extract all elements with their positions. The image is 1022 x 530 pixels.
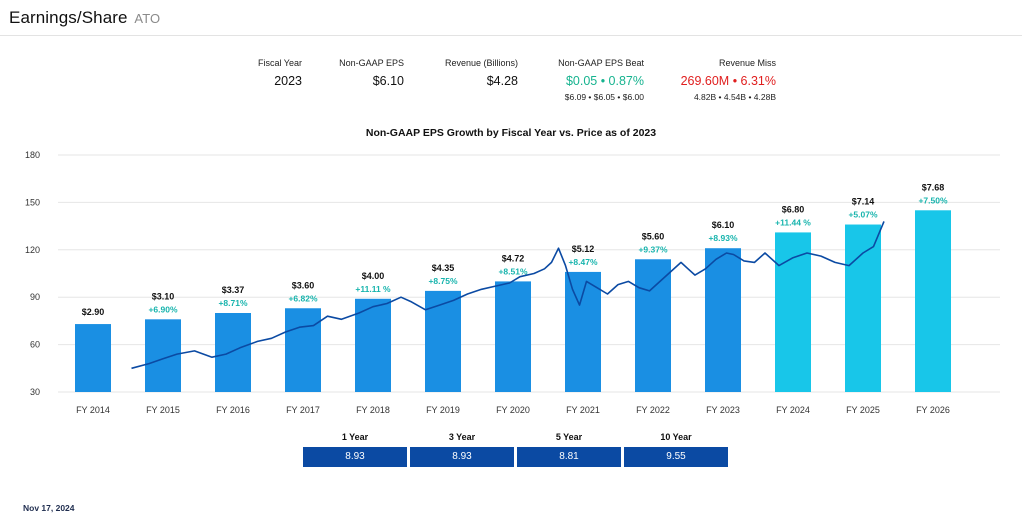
x-tick-label: FY 2020	[496, 405, 530, 415]
eps-value-label: $7.14	[852, 197, 875, 207]
growth-label: 1 Year	[341, 432, 369, 442]
x-tick-label: FY 2017	[286, 405, 320, 415]
stat-revenue: Revenue (Billions) $4.28	[420, 58, 518, 88]
growth-cell: 1 Year 8.93	[303, 430, 407, 468]
stat-label: Fiscal Year	[257, 58, 302, 68]
eps-value-label: $5.60	[642, 231, 665, 241]
y-tick-label: 180	[25, 150, 40, 160]
as-of-date: Nov 17, 2024	[23, 503, 75, 513]
stat-label: Revenue Miss	[718, 58, 776, 68]
growth-pct-label: +6.90%	[148, 304, 178, 314]
x-tick-label: FY 2024	[776, 405, 810, 415]
x-tick-label: FY 2016	[216, 405, 250, 415]
growth-label: 10 Year	[660, 432, 692, 442]
growth-pct-label: +11.44 %	[775, 217, 811, 227]
eps-bar	[635, 259, 671, 392]
eps-value-label: $6.80	[782, 204, 805, 214]
growth-pct-label: +7.50%	[918, 195, 948, 205]
x-tick-label: FY 2014	[76, 405, 110, 415]
eps-bar	[75, 324, 111, 392]
stat-sub: 4.82B • 4.54B • 4.28B	[693, 92, 776, 102]
eps-bar	[285, 308, 321, 392]
title-text: Earnings/Share	[9, 8, 128, 27]
x-tick-label: FY 2015	[146, 405, 180, 415]
x-tick-label: FY 2023	[706, 405, 740, 415]
stat-eps: Non-GAAP EPS $6.10	[316, 58, 404, 88]
growth-table: 1 Year 8.93 3 Year 8.93 5 Year 8.81 10 Y…	[303, 430, 731, 468]
y-tick-label: 90	[30, 292, 40, 302]
y-tick-label: 60	[30, 340, 40, 350]
eps-value-label: $3.60	[292, 280, 315, 290]
x-tick-label: FY 2025	[846, 405, 880, 415]
growth-cell: 3 Year 8.93	[410, 430, 514, 468]
growth-cell: 10 Year 9.55	[624, 430, 728, 468]
growth-pct-label: +8.93%	[708, 233, 738, 243]
x-tick-label: FY 2018	[356, 405, 390, 415]
eps-value-label: $5.12	[572, 244, 595, 254]
eps-bar	[495, 281, 531, 392]
stat-value: 2023	[274, 74, 302, 88]
eps-value-label: $4.72	[502, 253, 525, 263]
stat-value: $4.28	[486, 74, 518, 88]
growth-pct-label: +8.51%	[498, 266, 528, 276]
stat-label: Non-GAAP EPS	[339, 58, 404, 68]
eps-bar	[565, 271, 601, 392]
growth-pct-label: +5.07%	[848, 210, 878, 220]
price-line	[131, 221, 885, 370]
stat-eps-beat: Non-GAAP EPS Beat $0.05 • 0.87% $6.09 • …	[532, 58, 644, 102]
growth-value: 8.81	[517, 447, 621, 467]
x-tick-label: FY 2019	[426, 405, 460, 415]
eps-bar	[845, 224, 881, 392]
stat-label: Non-GAAP EPS Beat	[558, 58, 644, 68]
stat-sub: $6.09 • $6.05 • $6.00	[564, 92, 644, 102]
growth-pct-label: +8.71%	[218, 298, 248, 308]
x-tick-label: FY 2026	[916, 405, 950, 415]
stat-value: $6.10	[372, 74, 404, 88]
growth-pct-label: +8.47%	[568, 257, 598, 267]
ticker-symbol: ATO	[134, 11, 161, 26]
y-tick-label: 150	[25, 197, 40, 207]
eps-bar	[425, 290, 461, 392]
growth-pct-label: +9.37%	[638, 244, 668, 254]
eps-price-chart: 30 60 90 120 150 180 $2.90 FY 2014 $3.10 +6.90% FY…	[25, 150, 1000, 415]
stat-revenue-miss: Revenue Miss 269.60M • 6.31% 4.82B • 4.5…	[664, 58, 776, 102]
eps-value-label: $7.68	[922, 182, 945, 192]
growth-value: 9.55	[624, 447, 728, 467]
eps-value-label: $2.90	[82, 307, 105, 317]
summary-stats: Fiscal Year 2023 Non-GAAP EPS $6.10 Reve…	[0, 58, 1022, 102]
x-tick-label: FY 2021	[566, 405, 600, 415]
eps-value-label: $3.10	[152, 291, 175, 301]
growth-label: 5 Year	[555, 432, 583, 442]
eps-bar	[705, 248, 741, 392]
growth-value: 8.93	[303, 447, 407, 467]
growth-label: 3 Year	[448, 432, 476, 442]
stat-value: $0.05 • 0.87%	[565, 74, 644, 88]
eps-value-label: $3.37	[222, 285, 245, 295]
growth-pct-label: +6.82%	[288, 293, 318, 303]
stat-fiscal-year: Fiscal Year 2023	[240, 58, 302, 88]
chart-title: Non-GAAP EPS Growth by Fiscal Year vs. P…	[365, 127, 657, 139]
y-tick-label: 30	[30, 387, 40, 397]
y-tick-label: 120	[25, 245, 40, 255]
eps-value-label: $4.35	[432, 263, 455, 273]
stat-value: 269.60M • 6.31%	[680, 74, 776, 88]
eps-bar	[145, 319, 181, 392]
growth-cell: 5 Year 8.81	[517, 430, 621, 468]
eps-value-label: $4.00	[362, 271, 385, 281]
x-tick-label: FY 2022	[636, 405, 670, 415]
growth-value: 8.93	[410, 447, 514, 467]
eps-value-label: $6.10	[712, 220, 735, 230]
eps-bar	[215, 313, 251, 392]
eps-bar	[915, 210, 951, 392]
stat-label: Revenue (Billions)	[444, 58, 518, 68]
page-title: Earnings/Share ATO	[9, 8, 160, 28]
eps-bar	[355, 298, 391, 392]
growth-pct-label: +8.75%	[428, 276, 458, 286]
header: Earnings/Share ATO	[0, 0, 1022, 36]
eps-bar	[775, 232, 811, 392]
growth-pct-label: +11.11 %	[355, 284, 391, 294]
